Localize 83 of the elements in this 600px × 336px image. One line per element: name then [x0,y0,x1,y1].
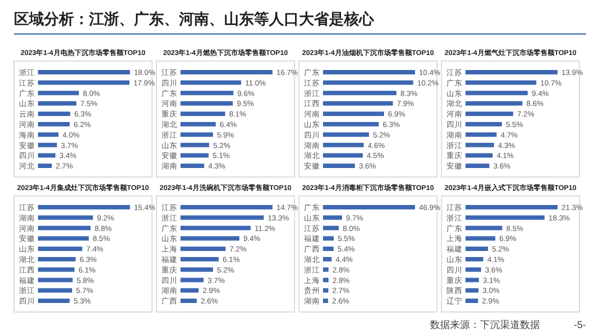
bar [323,70,415,74]
bar [323,142,364,148]
bar [180,153,209,158]
bar [180,236,240,241]
bar [38,122,70,126]
bar [466,278,479,282]
bar [180,142,210,148]
bar [323,122,379,126]
source-note: 数据来源：下沉渠道数据 [430,319,540,331]
bar [38,132,58,137]
bar [466,164,490,168]
bar [180,80,242,85]
bar [323,257,332,262]
bar [38,142,57,148]
bar [323,153,363,158]
bar [180,215,264,220]
bar [466,298,478,303]
bar [180,288,199,293]
bar [180,267,214,272]
bar [38,153,56,158]
bar [38,298,70,303]
bar [323,226,339,230]
bar [466,236,496,241]
bar [323,288,328,293]
bar [38,215,93,220]
bar [323,112,384,116]
bar [38,205,130,210]
bar [466,90,528,96]
bar [180,205,272,210]
bar [466,246,488,251]
bar [323,101,393,106]
bar [466,226,502,230]
bar [180,246,226,251]
bar [180,112,226,116]
bar [38,257,76,262]
bar [38,101,76,106]
bar [38,267,74,272]
bar [180,164,204,168]
bar [38,236,89,241]
bar [323,164,355,168]
bar [180,257,219,262]
bar [323,215,342,220]
bar [180,101,233,106]
bar [323,298,328,303]
text: -5- [574,320,586,331]
bar [466,132,497,137]
bar [180,132,214,137]
bar [466,101,522,106]
bar [323,278,328,282]
bar [323,246,334,251]
bar [180,122,216,126]
bar [466,205,558,210]
bar [180,226,251,230]
bar [38,288,72,293]
bar [466,112,514,116]
bar [466,257,484,262]
bar [180,70,272,74]
bar [466,80,536,85]
bar [466,122,502,126]
bar [180,298,197,303]
bar [323,267,328,272]
text: 区域分析：江浙、广东、河南、山东等人口大省是核心 [14,10,375,28]
bar [466,267,482,272]
bar [38,90,79,96]
bar [38,80,130,85]
bar [323,205,415,210]
bar [466,70,558,74]
bar [466,142,494,148]
bar [466,288,478,293]
bar [38,226,91,230]
bar [180,278,204,282]
bar [323,236,334,241]
bar [180,90,234,96]
bar [38,164,52,168]
bar [323,90,396,96]
bar [38,246,82,251]
bar [323,80,414,85]
bar [38,112,70,116]
bar [323,132,369,137]
bar [38,278,73,282]
bar [38,70,130,74]
bar [466,153,493,158]
bar [466,215,545,220]
